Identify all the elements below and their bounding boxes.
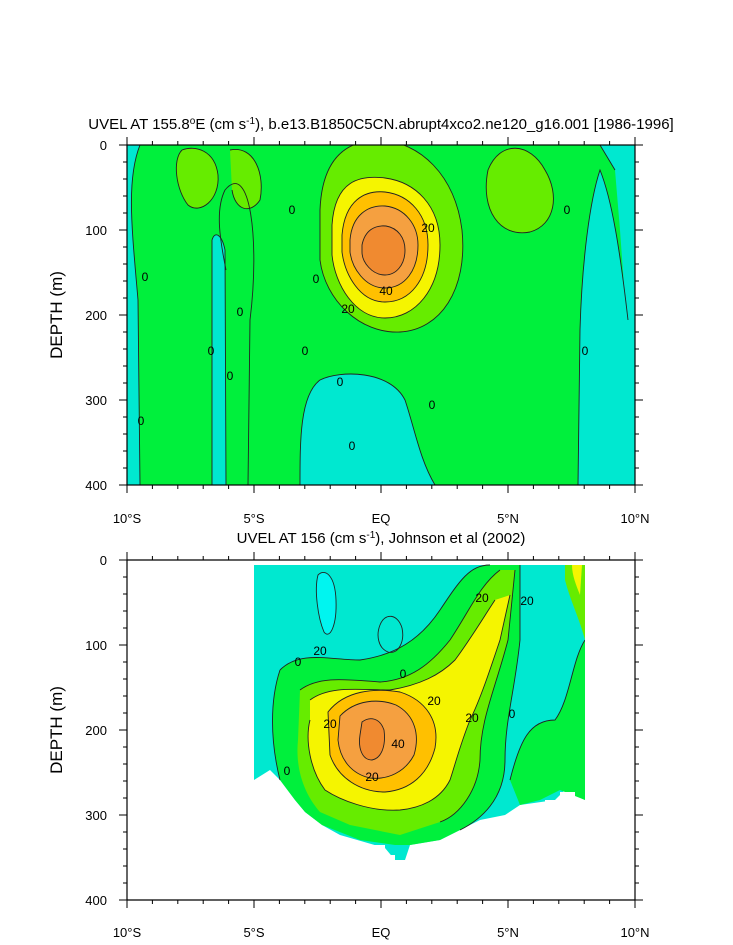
field-10-20-north [486,148,554,233]
contour-label: 0 [289,203,296,217]
panel-1-x-tick-labels: 10°S 5°S EQ 5°N 10°N [113,511,650,526]
contour-label: 40 [391,737,405,751]
contour-label: 0 [142,270,149,284]
contour-label: 20 [323,717,337,731]
contour-label: 0 [349,439,356,453]
contour-label: 0 [509,707,516,721]
x-tick-label: EQ [372,925,391,940]
panel-2-y-tick-labels: 0 100 200 300 400 [85,553,107,908]
x-tick-label: 5°S [243,511,264,526]
y-tick-label: 200 [85,308,107,323]
contour-label: 0 [313,272,320,286]
y-tick-label: 200 [85,723,107,738]
contour-label: 20 [427,694,441,708]
x-tick-label: 5°N [497,925,519,940]
contour-label: 20 [520,594,534,608]
contour-label: 40 [379,284,393,298]
panel-1-ticks [119,137,643,493]
field-50-plus [362,225,405,275]
obs-field-0-10-east [440,565,585,805]
panel-1-y-tick-labels: 0 100 200 300 400 [85,138,107,493]
y-tick-label: 100 [85,638,107,653]
x-tick-label: 5°S [243,925,264,940]
contour-label: 0 [429,398,436,412]
contour-label: 0 [284,764,291,778]
contour-label: 0 [237,305,244,319]
contour-label: 20 [341,302,355,316]
panel-2-ylabel: DEPTH (m) [47,686,66,774]
y-tick-label: 400 [85,893,107,908]
panel-model: UVEL AT 155.8oE (cm s-1), b.e13.B1850C5C… [47,116,674,526]
panel-1-title: UVEL AT 155.8oE (cm s-1), b.e13.B1850C5C… [88,116,673,133]
contour-label: 20 [313,644,327,658]
obs-field-negative-deep [316,572,337,635]
y-tick-label: 0 [100,553,107,568]
contour-label: 20 [475,591,489,605]
contour-label: 0 [227,369,234,383]
x-tick-label: 10°S [113,511,142,526]
field-10-20-mid [230,149,262,209]
obs-no-data-mask [127,560,635,900]
contour-label: 20 [421,221,435,235]
obs-field-negative-patch [378,616,403,653]
panel-1-ylabel: DEPTH (m) [47,271,66,359]
panel-2-contour-labels: 20 20 20 0 20 20 20 40 20 0 0 0 [284,591,534,784]
panel-2-title: UVEL AT 156 (cm s-1), Johnson et al (200… [237,530,526,547]
contour-label: 20 [365,770,379,784]
x-tick-label: EQ [372,511,391,526]
panel-1-contours [130,145,629,485]
contour-label: 0 [295,655,302,669]
y-tick-label: 100 [85,223,107,238]
contour-label: 20 [465,711,479,725]
field-negative-south [212,234,226,485]
x-tick-label: 10°N [620,511,649,526]
panel-1-contour-labels: 20 40 20 0 0 0 0 0 0 0 0 0 0 0 0 0 [138,203,589,453]
field-10-20-south [176,148,219,209]
contour-label: 0 [564,203,571,217]
contour-label: 0 [337,375,344,389]
panel-2-x-tick-labels: 10°S 5°S EQ 5°N 10°N [113,925,650,940]
x-tick-label: 10°S [113,925,142,940]
y-tick-label: 0 [100,138,107,153]
y-tick-label: 300 [85,808,107,823]
obs-field-50-plus [359,718,385,760]
contour-label: 0 [400,667,407,681]
contour-label: 0 [208,344,215,358]
panel-observed: UVEL AT 156 (cm s-1), Johnson et al (200… [47,530,650,940]
y-tick-label: 300 [85,393,107,408]
panel-2-ticks [119,552,643,908]
x-tick-label: 5°N [497,511,519,526]
contour-label: 0 [302,344,309,358]
contour-label: 0 [582,344,589,358]
panel-2-field [127,560,635,900]
x-tick-label: 10°N [620,925,649,940]
contour-label: 0 [138,414,145,428]
panel-1-field [127,145,635,485]
obs-field-20-30-east-edge [572,565,582,595]
panel-2-contours [272,564,586,831]
y-tick-label: 400 [85,478,107,493]
